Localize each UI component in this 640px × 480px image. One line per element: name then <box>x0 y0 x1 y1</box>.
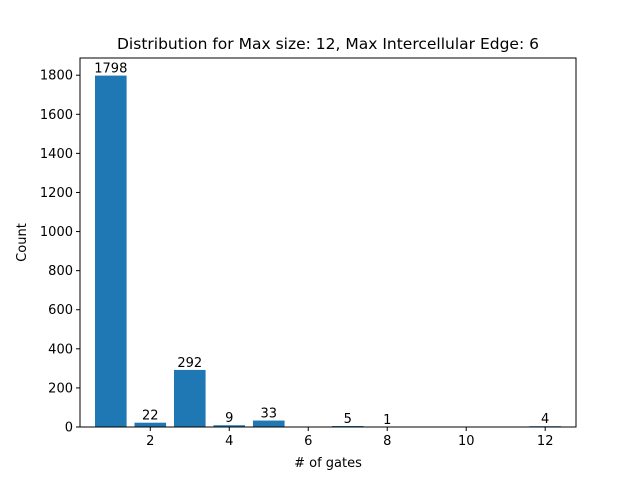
bars-layer <box>95 75 561 428</box>
bar-4 <box>213 425 246 427</box>
y-tick-label-1800: 1800 <box>40 69 73 84</box>
x-axis-ticks: 2 4 6 8 10 12 <box>146 427 553 449</box>
y-tick-label-200: 200 <box>48 381 73 396</box>
y-tick-label-1200: 1200 <box>40 186 73 201</box>
y-axis-ticks: 0 200 400 600 800 1000 1200 1400 1600 1800 <box>40 69 80 436</box>
bar-value-label-2: 22 <box>142 409 159 424</box>
bar-5 <box>252 420 285 427</box>
bar-labels-layer: 1798 22 292 9 33 5 1 4 <box>94 62 549 428</box>
y-tick-label-600: 600 <box>48 303 73 318</box>
bar-value-label-7: 5 <box>344 412 352 427</box>
x-tick-label-2: 2 <box>146 434 154 449</box>
y-tick-label-800: 800 <box>48 264 73 279</box>
bar-3 <box>173 369 206 427</box>
y-tick-label-1600: 1600 <box>40 108 73 123</box>
chart-title: Distribution for Max size: 12, Max Inter… <box>117 35 539 53</box>
y-axis-label: Count <box>15 223 30 262</box>
y-tick-label-400: 400 <box>48 342 73 357</box>
bar-value-label-5: 33 <box>260 407 277 422</box>
bar-value-label-8: 1 <box>383 413 391 428</box>
y-tick-label-1400: 1400 <box>40 147 73 162</box>
plot-frame <box>79 57 577 428</box>
bar-2 <box>134 422 167 427</box>
x-tick-label-4: 4 <box>225 434 233 449</box>
x-tick-label-10: 10 <box>458 434 475 449</box>
bar-value-label-4: 9 <box>225 411 233 426</box>
y-tick-label-0: 0 <box>65 421 73 436</box>
x-tick-label-12: 12 <box>537 434 554 449</box>
x-tick-label-8: 8 <box>383 434 391 449</box>
bar-1 <box>95 75 127 428</box>
bar-value-label-1: 1798 <box>94 62 127 77</box>
bar-value-label-12: 4 <box>541 412 549 427</box>
y-tick-label-1000: 1000 <box>40 225 73 240</box>
x-tick-label-6: 6 <box>304 434 312 449</box>
bar-value-label-3: 292 <box>177 356 202 371</box>
x-axis-label: # of gates <box>294 456 362 471</box>
